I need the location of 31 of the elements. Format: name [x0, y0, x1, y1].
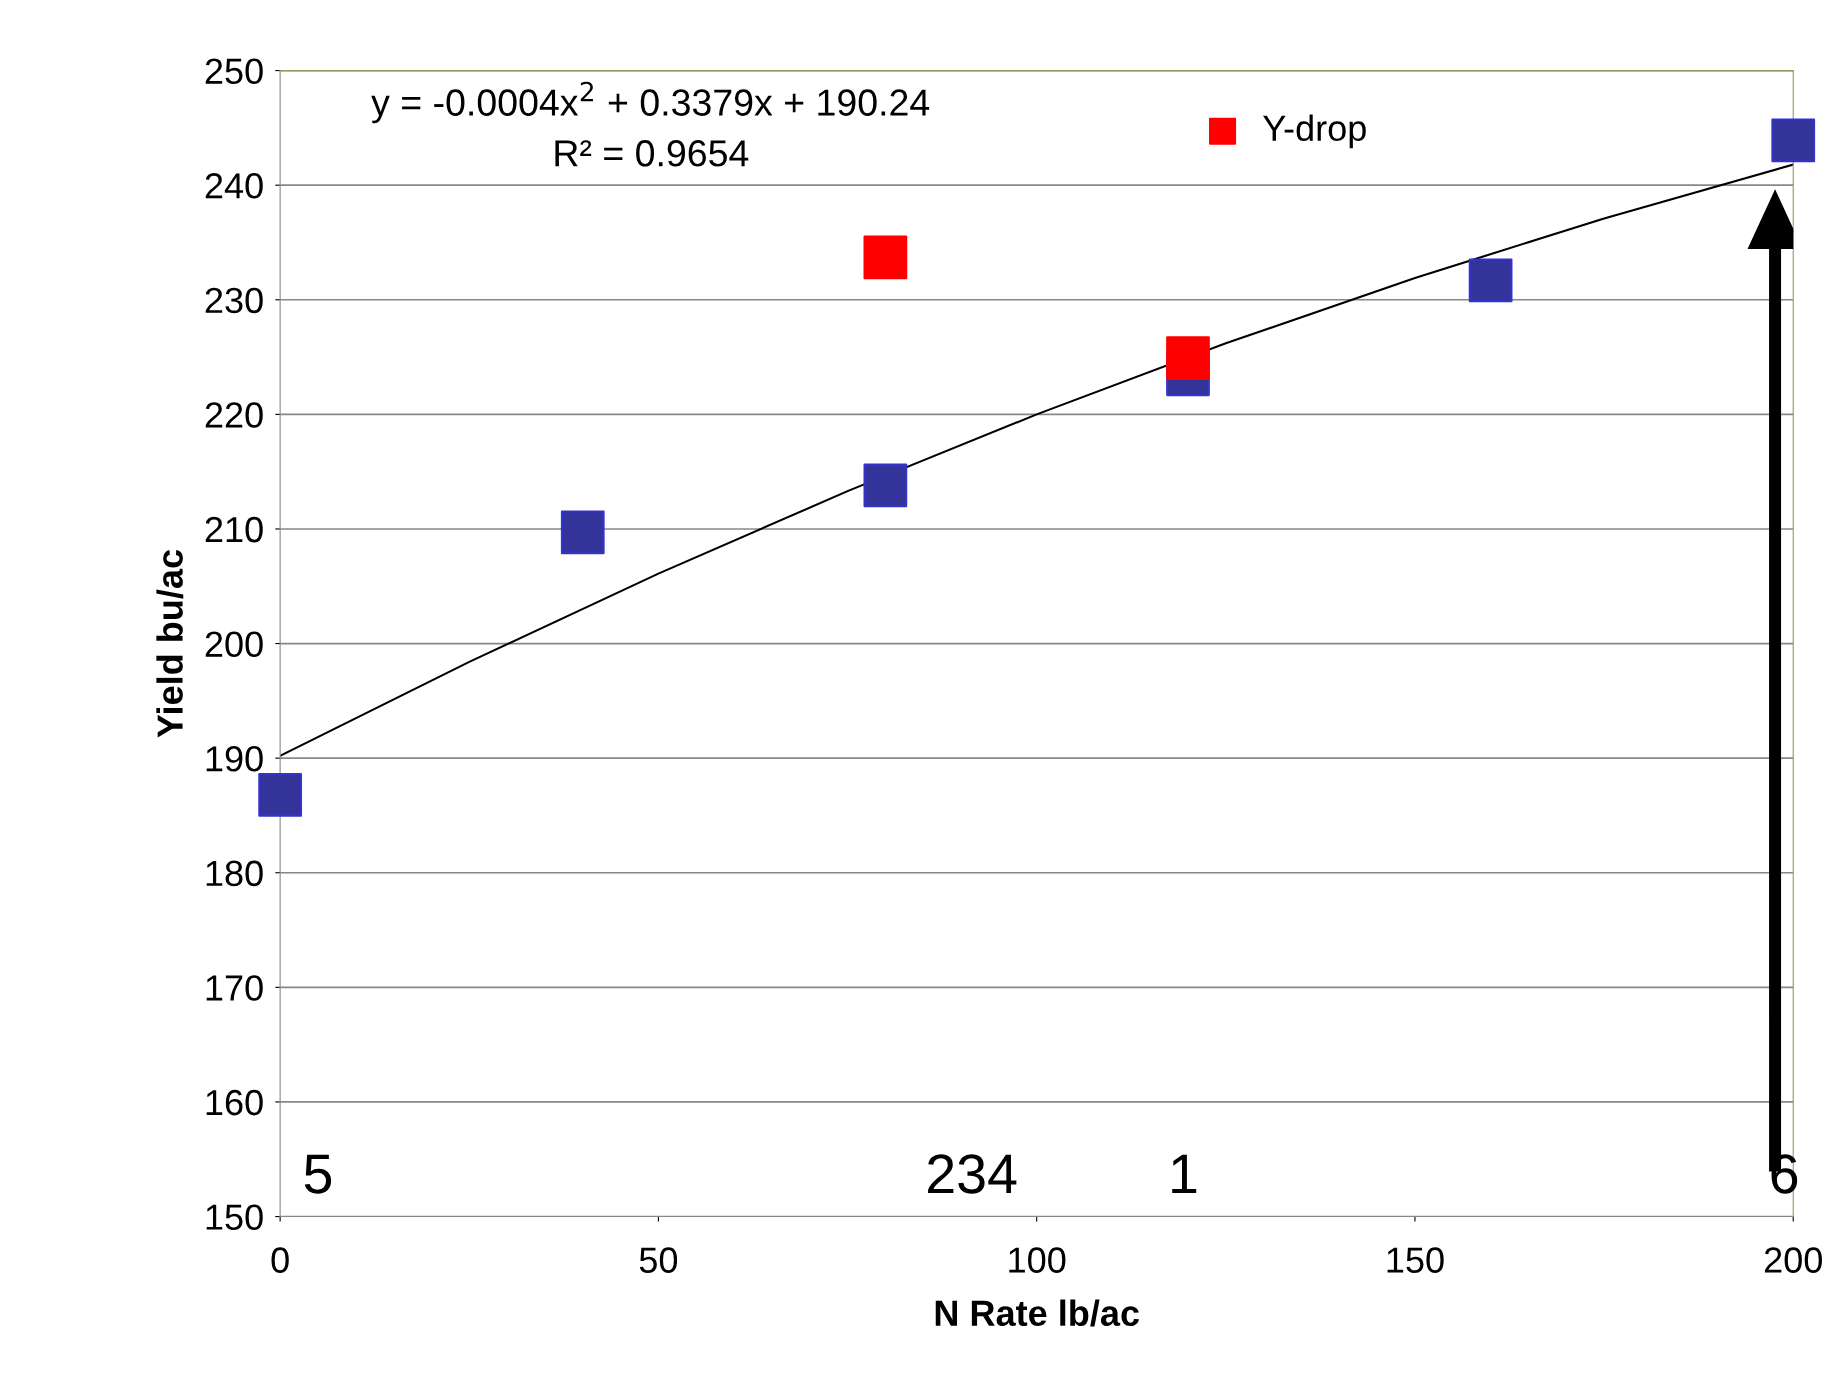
- x-axis-title: N Rate lb/ac: [935, 1299, 1139, 1327]
- y-tick-label: 170: [206, 975, 263, 1001]
- annotation: 5: [304, 1154, 332, 1194]
- point: [863, 235, 908, 280]
- y-tick-label: 240: [205, 173, 263, 199]
- point: [863, 463, 908, 508]
- y-tick-label: 230: [205, 287, 263, 314]
- annotation: y = -0.0004x$^{2}$ + 0.3379x + 190.24: [371, 81, 930, 124]
- annotation: R² = 0.9654: [555, 140, 749, 167]
- point: [1771, 118, 1816, 163]
- y-tick-label: 200: [205, 631, 263, 657]
- y-tick-label: 210: [205, 516, 263, 543]
- y-tick-label: 190: [206, 746, 263, 772]
- x-tick-label: 150: [1387, 1247, 1444, 1273]
- point: [258, 772, 303, 817]
- y-tick-label: 220: [205, 402, 263, 428]
- point: [560, 510, 605, 555]
- y-tick-label: 160: [206, 1089, 263, 1116]
- point: [1166, 336, 1210, 381]
- legend-label: Y-drop: [1263, 114, 1366, 149]
- annotation: 1: [1172, 1154, 1197, 1194]
- y-tick-label: 150: [206, 1204, 263, 1230]
- x-tick-label: 200: [1764, 1247, 1822, 1273]
- annotation: 234: [928, 1154, 1017, 1194]
- y-axis-title: Yield bu/ac: [156, 549, 184, 738]
- y-tick-label: 180: [206, 860, 263, 887]
- y-tick-label: 250: [205, 58, 263, 85]
- x-tick-label: 0: [271, 1247, 289, 1273]
- x-tick-label: 50: [639, 1247, 678, 1273]
- point: [1468, 258, 1513, 303]
- x-tick-label: 100: [1009, 1247, 1066, 1273]
